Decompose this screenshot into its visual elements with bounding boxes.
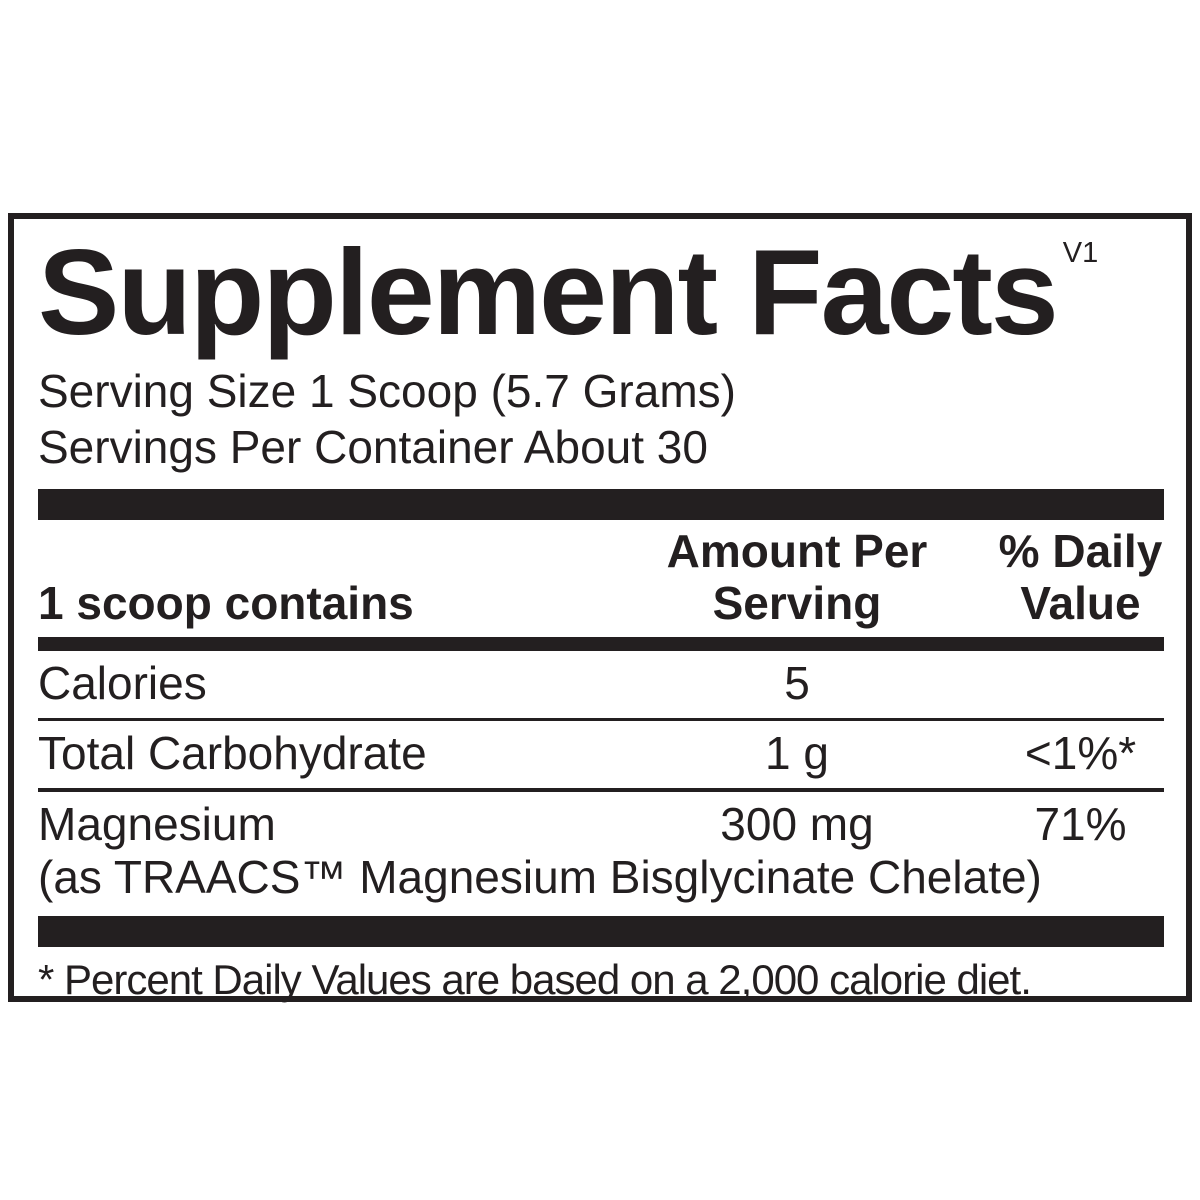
nutrient-dv: 71% <box>1034 798 1127 851</box>
divider-bar-top <box>38 489 1164 521</box>
serving-info: Serving Size 1 Scoop (5.7 Grams) Serving… <box>38 363 1164 475</box>
nutrient-amount: 300 mg <box>720 798 874 851</box>
divider-bar-bottom <box>38 915 1164 947</box>
supplement-facts-panel: Supplement Facts V1 Serving Size 1 Scoop… <box>8 213 1192 1003</box>
nutrient-source-note: (as TRAACS™ Magnesium Bisglycinate Chela… <box>38 850 1042 903</box>
daily-value-footnote: * Percent Daily Values are based on a 2,… <box>38 955 1032 1003</box>
table-row-calories: Calories 5 <box>38 651 1164 718</box>
nutrient-dv: <1%* <box>1024 727 1137 780</box>
nutrient-name: Calories <box>38 657 207 710</box>
nutrient-amount: 5 <box>784 657 810 710</box>
version-superscript: V1 <box>1062 237 1099 269</box>
header-scoop-contains: 1 scoop contains <box>38 576 414 629</box>
header-dv-line2: Value <box>1020 576 1141 629</box>
servings-per-container-line: Servings Per Container About 30 <box>38 421 708 474</box>
header-dv-line1: % Daily <box>998 525 1163 578</box>
title-row: Supplement Facts V1 <box>38 231 1164 353</box>
panel-title: Supplement Facts <box>38 224 1059 360</box>
table-row-total-carbohydrate: Total Carbohydrate 1 g <1%* <box>38 721 1164 788</box>
serving-size-line: Serving Size 1 Scoop (5.7 Grams) <box>38 365 736 417</box>
row-separator <box>38 718 1164 722</box>
header-amount-per-serving: Amount Per Serving <box>627 526 967 629</box>
divider-bar-header <box>38 637 1164 652</box>
nutrient-name: Total Carbohydrate <box>38 727 427 780</box>
table-header-row: 1 scoop contains Amount Per Serving % Da… <box>38 520 1164 637</box>
nutrient-name: Magnesium <box>38 798 276 851</box>
row-separator <box>38 788 1164 793</box>
header-daily-value: % Daily Value <box>997 526 1164 629</box>
table-row-magnesium: Magnesium 300 mg 71% (as TRAACS™ Magnesi… <box>38 792 1164 916</box>
header-amount-line2: Serving <box>712 576 882 629</box>
nutrient-amount: 1 g <box>765 727 829 780</box>
header-amount-line1: Amount Per <box>666 525 928 578</box>
